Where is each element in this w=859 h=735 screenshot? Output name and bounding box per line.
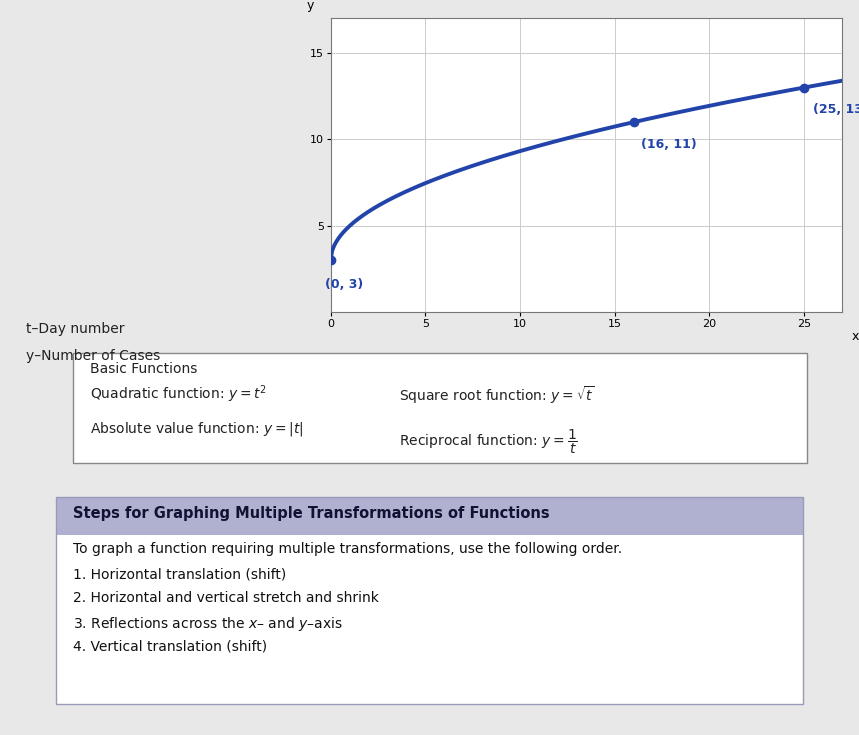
Text: 3. Reflections across the $x$– and $y$–axis: 3. Reflections across the $x$– and $y$–a… (73, 615, 343, 633)
Text: Reciprocal function: $y=\dfrac{1}{t}$: Reciprocal function: $y=\dfrac{1}{t}$ (399, 428, 578, 456)
Text: To graph a function requiring multiple transformations, use the following order.: To graph a function requiring multiple t… (73, 542, 622, 556)
Text: 2. Horizontal and vertical stretch and shrink: 2. Horizontal and vertical stretch and s… (73, 591, 379, 605)
Text: (16, 11): (16, 11) (641, 138, 697, 151)
Text: 4. Vertical translation (shift): 4. Vertical translation (shift) (73, 639, 267, 653)
Text: Square root function: $y=\sqrt{t}$: Square root function: $y=\sqrt{t}$ (399, 384, 595, 406)
Text: (25, 13): (25, 13) (813, 104, 859, 116)
Text: t–Day number: t–Day number (26, 322, 125, 336)
Text: Quadratic function: $y=t^2$: Quadratic function: $y=t^2$ (90, 384, 267, 405)
Text: Steps for Graphing Multiple Transformations of Functions: Steps for Graphing Multiple Transformati… (73, 506, 550, 521)
Text: x: x (852, 330, 859, 343)
Text: (0, 3): (0, 3) (325, 278, 363, 291)
Text: 1. Horizontal translation (shift): 1. Horizontal translation (shift) (73, 567, 286, 581)
Text: y: y (307, 0, 314, 12)
Text: Basic Functions: Basic Functions (90, 362, 198, 376)
Text: Absolute value function: $y= |t|$: Absolute value function: $y= |t|$ (90, 420, 303, 438)
Text: y–Number of Cases: y–Number of Cases (26, 349, 160, 363)
